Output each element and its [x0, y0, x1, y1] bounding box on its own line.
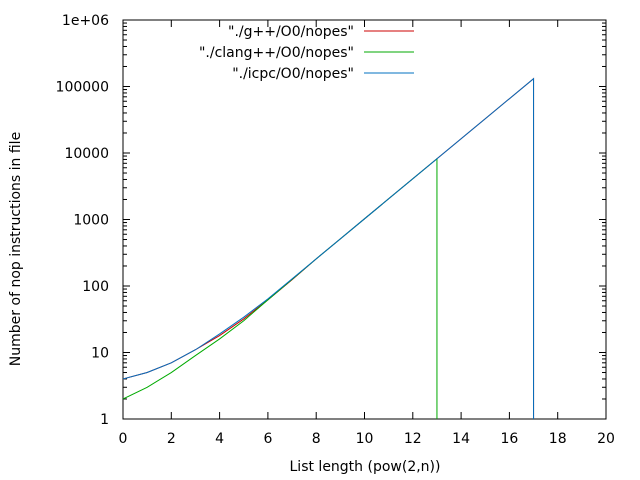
y-axis-label: Number of nop instructions in file — [8, 132, 24, 366]
x-tick-label: 18 — [549, 431, 567, 447]
x-tick-label: 10 — [356, 431, 374, 447]
x-axis-label: List length (pow(2,n)) — [290, 459, 441, 475]
x-tick-label: 16 — [500, 431, 518, 447]
y-tick-label: 100000 — [56, 80, 109, 96]
y-tick-label: 10 — [91, 346, 109, 362]
x-tick-label: 6 — [263, 431, 272, 447]
x-tick-label: 0 — [119, 431, 128, 447]
series-line-3 — [122, 77, 535, 419]
series-layer — [122, 77, 535, 419]
x-tick-label: 12 — [404, 431, 422, 447]
y-tick-label: 1 — [100, 412, 109, 428]
x-tick-label: 4 — [215, 431, 224, 447]
legend-label-3: "./icpc/O0/nopes" — [232, 66, 354, 82]
legend-label-2: "./clang++/O0/nopes" — [199, 45, 354, 61]
legend-label-1: "./g++/O0/nopes" — [228, 24, 354, 40]
y-tick-label: 10000 — [64, 146, 109, 162]
y-tick-label: 1e+06 — [62, 13, 109, 29]
x-axis-ticks: 0 2 4 6 8 10 12 14 16 18 20 — [119, 20, 615, 447]
x-tick-label: 2 — [167, 431, 176, 447]
x-tick-label: 14 — [452, 431, 470, 447]
y-axis-ticks: 1 10 100 1000 10000 100000 1e+06 — [56, 13, 606, 428]
x-tick-label: 8 — [312, 431, 321, 447]
legend: "./g++/O0/nopes" "./clang++/O0/nopes" "./i… — [199, 24, 414, 82]
y-tick-label: 1000 — [73, 213, 109, 229]
x-tick-label: 20 — [597, 431, 615, 447]
y-tick-label: 100 — [82, 279, 109, 295]
